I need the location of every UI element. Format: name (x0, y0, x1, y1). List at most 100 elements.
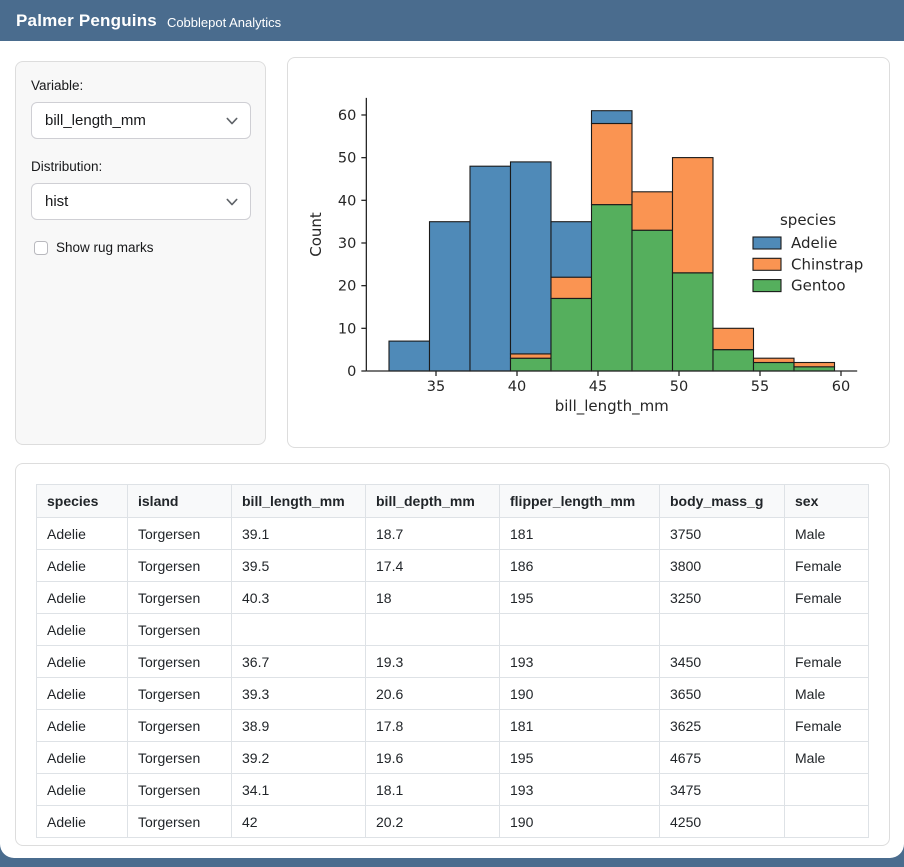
table-header-row: speciesislandbill_length_mmbill_depth_mm… (37, 485, 869, 518)
table-cell: 42 (232, 806, 366, 838)
table-row: AdelieTorgersen38.917.81813625Female (37, 710, 869, 742)
table-cell: 3250 (660, 582, 785, 614)
column-header-island: island (128, 485, 232, 518)
app-subtitle: Cobblepot Analytics (167, 12, 281, 30)
table-cell: 39.1 (232, 518, 366, 550)
table-cell: Adelie (37, 742, 128, 774)
table-card: speciesislandbill_length_mmbill_depth_mm… (15, 463, 890, 846)
svg-text:Chinstrap: Chinstrap (791, 255, 863, 273)
svg-text:60: 60 (832, 379, 850, 395)
table-cell: 3450 (660, 646, 785, 678)
svg-text:40: 40 (508, 379, 526, 395)
table-cell: 190 (500, 678, 660, 710)
column-header-flipper_length_mm: flipper_length_mm (500, 485, 660, 518)
table-cell: Torgersen (128, 518, 232, 550)
svg-text:Count: Count (307, 212, 325, 257)
table-cell: Male (785, 742, 869, 774)
table-cell: Torgersen (128, 646, 232, 678)
rug-checkbox-row: Show rug marks (31, 240, 250, 255)
rug-checkbox[interactable] (34, 241, 48, 255)
distribution-select-value: hist (45, 193, 226, 210)
distribution-select[interactable]: hist (31, 183, 251, 220)
table-cell: Torgersen (128, 614, 232, 646)
table-cell: Torgersen (128, 806, 232, 838)
table-cell: Adelie (37, 774, 128, 806)
table-cell: Female (785, 550, 869, 582)
svg-text:30: 30 (338, 236, 356, 252)
column-header-bill_length_mm: bill_length_mm (232, 485, 366, 518)
table-row: AdelieTorgersen39.517.41863800Female (37, 550, 869, 582)
table-cell: 3750 (660, 518, 785, 550)
table-cell: 39.2 (232, 742, 366, 774)
table-row: AdelieTorgersen (37, 614, 869, 646)
table-cell: Female (785, 646, 869, 678)
svg-text:Gentoo: Gentoo (791, 277, 846, 295)
penguins-table: speciesislandbill_length_mmbill_depth_mm… (36, 484, 869, 838)
table-cell: Torgersen (128, 774, 232, 806)
table-row: AdelieTorgersen34.118.11933475 (37, 774, 869, 806)
svg-text:species: species (780, 211, 836, 229)
svg-text:60: 60 (338, 108, 356, 124)
table-cell (785, 774, 869, 806)
table-cell (785, 806, 869, 838)
table-cell: 19.6 (366, 742, 500, 774)
table-cell: 39.5 (232, 550, 366, 582)
svg-text:50: 50 (338, 151, 356, 167)
table-cell: 193 (500, 774, 660, 806)
table-cell: 181 (500, 518, 660, 550)
table-cell: Adelie (37, 550, 128, 582)
table-cell: 3475 (660, 774, 785, 806)
variable-select[interactable]: bill_length_mm (31, 102, 251, 139)
table-cell: Torgersen (128, 710, 232, 742)
table-cell: Adelie (37, 518, 128, 550)
table-row: AdelieTorgersen40.3181953250Female (37, 582, 869, 614)
histogram-plot: 0102030405060354045505560bill_length_mmC… (288, 58, 889, 447)
table-cell: Adelie (37, 678, 128, 710)
table-cell: 3800 (660, 550, 785, 582)
svg-text:Adelie: Adelie (791, 234, 837, 252)
table-cell: 18.1 (366, 774, 500, 806)
table-cell: 36.7 (232, 646, 366, 678)
table-cell: 190 (500, 806, 660, 838)
column-header-sex: sex (785, 485, 869, 518)
table-cell: 195 (500, 582, 660, 614)
svg-text:0: 0 (347, 364, 356, 380)
table-cell: Torgersen (128, 550, 232, 582)
table-cell: Male (785, 518, 869, 550)
table-cell: Adelie (37, 710, 128, 742)
table-cell: 195 (500, 742, 660, 774)
svg-text:55: 55 (751, 379, 769, 395)
app-title: Palmer Penguins (16, 11, 157, 31)
table-cell: Adelie (37, 646, 128, 678)
table-cell: Female (785, 710, 869, 742)
table-cell: 186 (500, 550, 660, 582)
table-cell: 3650 (660, 678, 785, 710)
table-cell: 3625 (660, 710, 785, 742)
table-row: AdelieTorgersen36.719.31933450Female (37, 646, 869, 678)
svg-text:50: 50 (670, 379, 688, 395)
rug-checkbox-label: Show rug marks (56, 240, 154, 255)
table-row: AdelieTorgersen39.320.61903650Male (37, 678, 869, 710)
table-cell: 20.2 (366, 806, 500, 838)
distribution-label: Distribution: (31, 159, 250, 174)
table-cell: Male (785, 678, 869, 710)
table-cell: 19.3 (366, 646, 500, 678)
svg-text:10: 10 (338, 321, 356, 337)
variable-label: Variable: (31, 78, 250, 93)
table-cell: 18 (366, 582, 500, 614)
app-header: Palmer Penguins Cobblepot Analytics (0, 0, 904, 41)
svg-text:35: 35 (427, 379, 445, 395)
table-cell: 18.7 (366, 518, 500, 550)
table-cell (500, 614, 660, 646)
svg-text:20: 20 (338, 279, 356, 295)
table-cell: Adelie (37, 806, 128, 838)
column-header-species: species (37, 485, 128, 518)
table-cell: 39.3 (232, 678, 366, 710)
table-cell: 40.3 (232, 582, 366, 614)
chevron-down-icon (226, 198, 238, 206)
table-row: AdelieTorgersen39.118.71813750Male (37, 518, 869, 550)
table-cell: 38.9 (232, 710, 366, 742)
table-cell: 34.1 (232, 774, 366, 806)
page-panel: Variable: bill_length_mm Distribution: h… (0, 41, 904, 858)
column-header-body_mass_g: body_mass_g (660, 485, 785, 518)
